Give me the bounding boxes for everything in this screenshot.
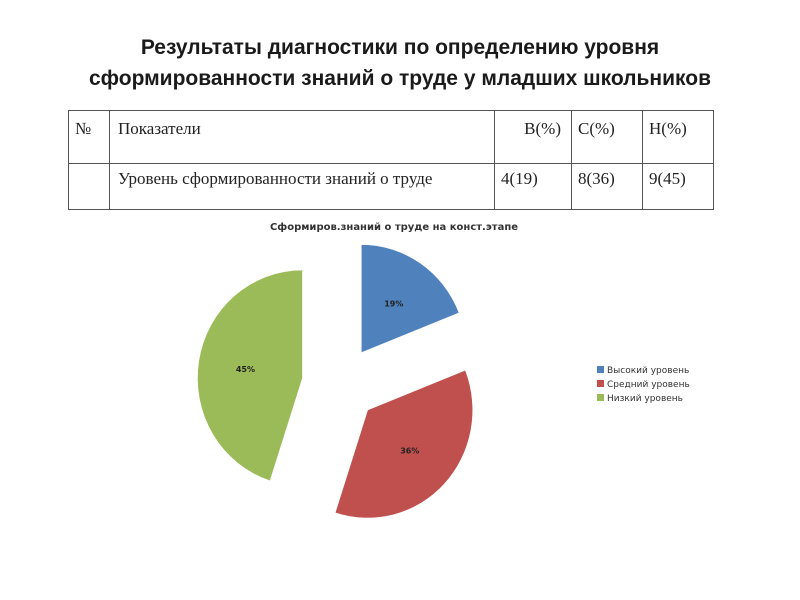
chart-title: Сформиров.знаний о труде на конст.этапе (270, 221, 518, 233)
header-number: № (68, 110, 110, 164)
cell-h: 9(45) (642, 163, 714, 210)
pie-label-средний-уровень: 36% (400, 447, 419, 456)
table-header-row: № Показатели В(%) С(%) Н(%) (68, 110, 714, 164)
results-table: № Показатели В(%) С(%) Н(%) Уровень сфор… (68, 110, 714, 210)
cell-indicator: Уровень сформированности знаний о труде (109, 163, 495, 210)
chart-legend: Высокий уровень Средний уровень Низкий уро… (597, 366, 690, 404)
pie-label-высокий-уровень: 19% (384, 299, 403, 308)
table-row: Уровень сформированности знаний о труде … (68, 163, 714, 210)
pie-slices: 19% 36% 45% (197, 244, 473, 519)
legend-label-средний-уровень: Средний уровень (607, 380, 690, 390)
title-line-1: Результаты диагностики по определению ур… (140, 36, 660, 59)
pie-slice-средний-уровень (334, 369, 473, 519)
title-line-2: сформированности знаний о труде у младши… (88, 67, 711, 90)
header-b: В(%) (494, 110, 572, 164)
pie-slice-высокий-уровень (361, 244, 460, 353)
legend-swatch-высокий-уровень (597, 366, 604, 373)
header-h: Н(%) (642, 110, 714, 164)
cell-c: 8(36) (571, 163, 643, 210)
legend-label-низкий-уровень: Низкий уровень (607, 394, 683, 404)
legend-label-высокий-уровень: Высокий уровень (607, 366, 689, 376)
cell-b: 4(19) (494, 163, 572, 210)
slide-title: Результаты диагностики по определению ур… (0, 32, 800, 94)
cell-number (68, 163, 110, 210)
pie-label-низкий-уровень: 45% (236, 365, 255, 374)
legend-swatch-средний-уровень (597, 380, 604, 387)
legend-swatch-низкий-уровень (597, 394, 604, 401)
pie-slice-низкий-уровень (197, 269, 303, 482)
